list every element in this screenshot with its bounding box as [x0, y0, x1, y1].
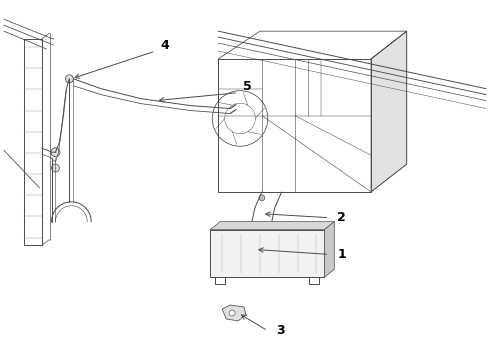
- Circle shape: [51, 148, 60, 157]
- Text: 4: 4: [161, 39, 170, 51]
- Text: 2: 2: [337, 211, 346, 224]
- Polygon shape: [324, 222, 334, 277]
- Polygon shape: [222, 305, 246, 321]
- Circle shape: [51, 164, 59, 172]
- Circle shape: [65, 75, 74, 83]
- Text: 1: 1: [337, 248, 346, 261]
- Circle shape: [229, 310, 235, 316]
- Text: 5: 5: [243, 80, 252, 93]
- Polygon shape: [210, 230, 324, 277]
- Polygon shape: [371, 31, 407, 192]
- Text: 3: 3: [276, 324, 284, 337]
- Circle shape: [259, 195, 265, 201]
- Polygon shape: [210, 222, 334, 230]
